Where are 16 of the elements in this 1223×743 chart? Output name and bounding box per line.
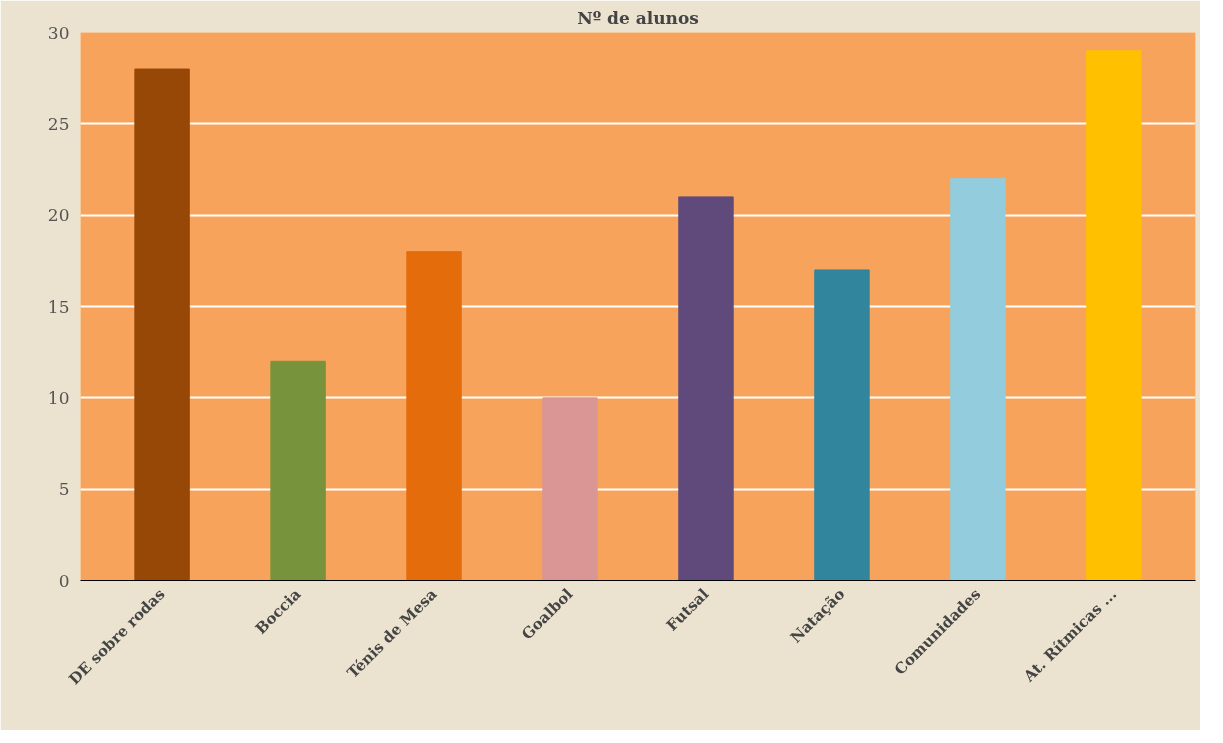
bar (814, 269, 870, 581)
bar (406, 251, 462, 581)
chart-title: Nº de alunos (577, 7, 699, 28)
y-tick-label: 25 (47, 113, 70, 134)
y-tick-label: 30 (47, 22, 70, 43)
bar (134, 68, 190, 581)
bar (270, 360, 326, 581)
y-tick-label: 0 (58, 570, 70, 591)
bar (542, 397, 598, 581)
y-tick-label: 10 (47, 387, 70, 408)
y-tick-label: 15 (47, 296, 70, 317)
bar (1086, 50, 1142, 581)
y-tick-label: 5 (58, 479, 70, 500)
bar (678, 196, 734, 581)
bar (950, 178, 1006, 581)
y-tick-label: 20 (47, 205, 70, 226)
